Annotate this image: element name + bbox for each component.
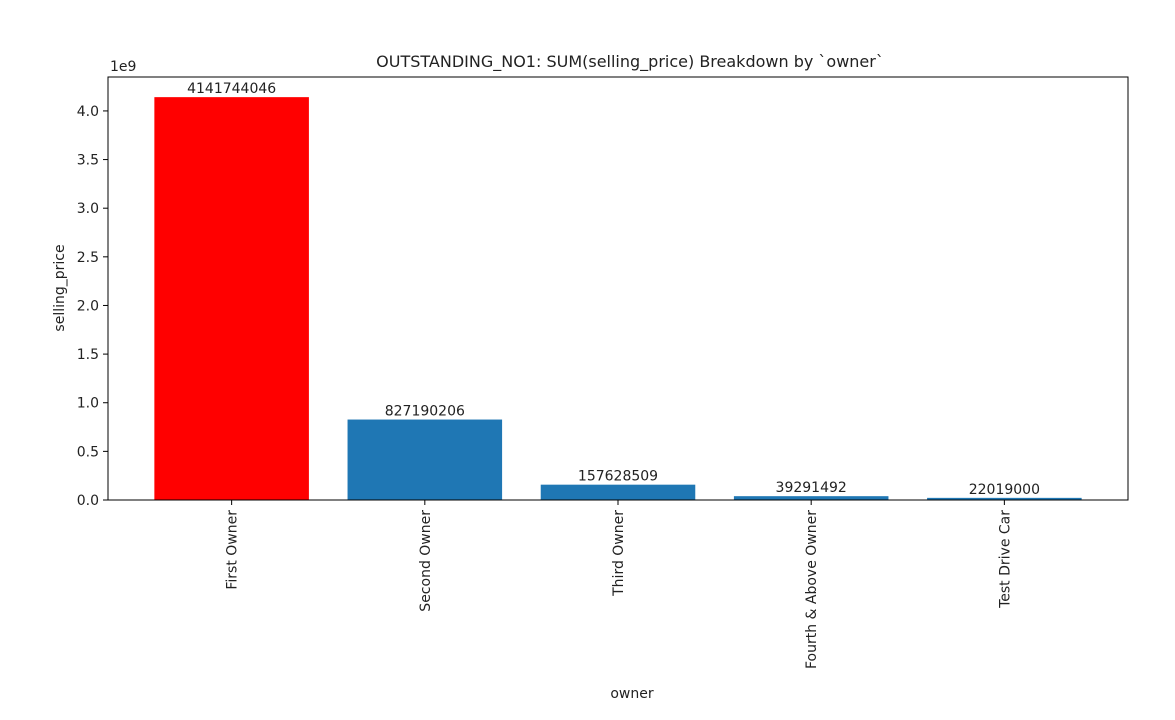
value-label: 4141744046 [187, 81, 276, 97]
value-label: 827190206 [385, 404, 465, 420]
value-label: 157628509 [578, 469, 658, 485]
bar [347, 419, 503, 500]
x-tick-label: Third Owner [611, 510, 627, 597]
bar [540, 484, 696, 500]
y-tick-label: 1.5 [77, 347, 99, 363]
value-label: 22019000 [969, 482, 1040, 498]
y-tick-label: 2.5 [77, 250, 99, 266]
x-tick-label: Test Drive Car [997, 510, 1013, 609]
chart-title: OUTSTANDING_NO1: SUM(selling_price) Brea… [376, 52, 884, 72]
y-tick-label: 0.5 [77, 444, 99, 460]
x-tick-label: Fourth & Above Owner [804, 510, 820, 669]
y-tick-label: 2.0 [77, 298, 99, 314]
plot-frame [107, 76, 1129, 501]
y-axis-label: selling_price [52, 244, 68, 331]
bar [733, 496, 889, 500]
x-axis-label: owner [610, 686, 654, 702]
y-tick-label: 0.0 [77, 493, 99, 509]
bar [927, 497, 1082, 500]
y-tick-label: 1.0 [77, 396, 99, 412]
y-offset-label: 1e9 [110, 59, 136, 75]
value-label: 39291492 [776, 480, 847, 496]
bar [154, 97, 309, 501]
y-tick-label: 3.5 [77, 153, 99, 169]
y-tick-label: 3.0 [77, 201, 99, 217]
x-tick-label: First Owner [225, 510, 241, 590]
y-tick-label: 4.0 [77, 104, 99, 120]
x-tick-label: Second Owner [418, 510, 434, 612]
